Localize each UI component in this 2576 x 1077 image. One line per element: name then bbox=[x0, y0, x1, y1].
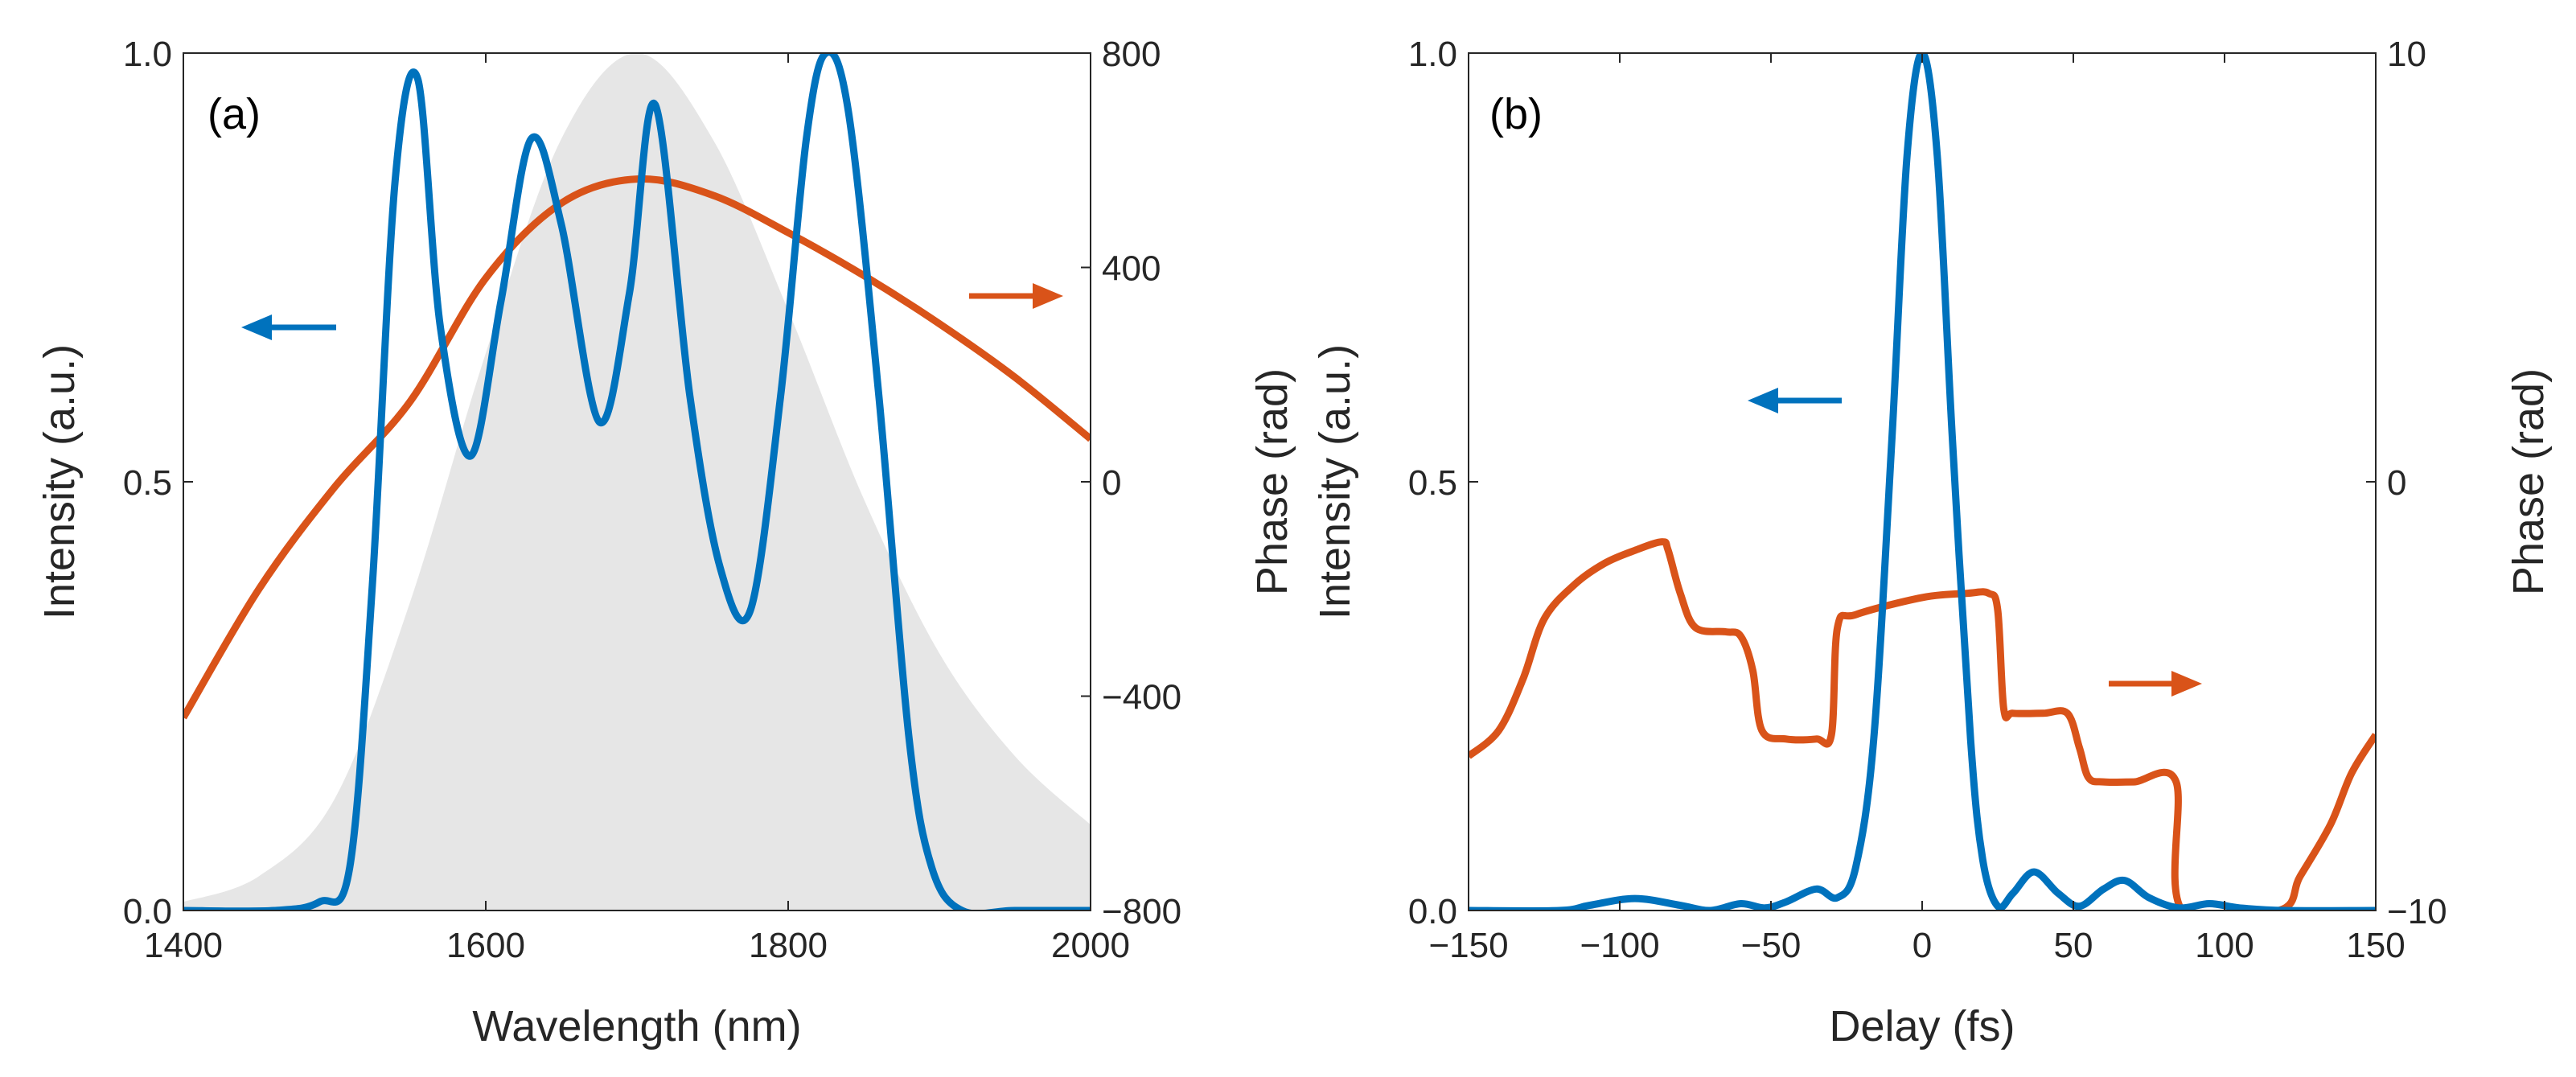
right-arrow-icon bbox=[2109, 671, 2202, 697]
y-right-axis-title-b: Phase (rad) bbox=[2504, 368, 2553, 595]
x-tick-label: 150 bbox=[2346, 926, 2405, 965]
x-axis-ticks-a: 1400 1600 1800 2000 bbox=[144, 53, 1130, 965]
reference-spectrum-area bbox=[183, 53, 1091, 911]
left-arrow-icon bbox=[1748, 388, 1842, 413]
x-tick-label: 1800 bbox=[749, 926, 828, 965]
panel-a: 1400 1600 1800 2000 0.0 0.5 1.0 −800 −400 0 400 8… bbox=[35, 35, 1296, 1050]
y-right-tick-label: 800 bbox=[1102, 35, 1161, 74]
x-tick-label: 1400 bbox=[144, 926, 223, 965]
y-right-tick-label: 0 bbox=[2387, 463, 2406, 503]
x-tick-label: 50 bbox=[2054, 926, 2093, 965]
x-axis-title-a: Wavelength (nm) bbox=[472, 1002, 801, 1050]
y-right-axis-ticks-a: −800 −400 0 400 800 bbox=[1081, 35, 1181, 931]
x-tick-label: 1600 bbox=[446, 926, 525, 965]
plot-frame-b bbox=[1468, 52, 2377, 911]
left-arrow-icon bbox=[241, 314, 336, 340]
y-left-tick-label: 0.0 bbox=[123, 892, 172, 931]
intensity-curve bbox=[183, 53, 1091, 911]
x-tick-label: 2000 bbox=[1051, 926, 1130, 965]
right-arrow-icon bbox=[969, 283, 1063, 309]
intensity-curve bbox=[1469, 53, 2376, 911]
x-axis-title-b: Delay (fs) bbox=[1829, 1002, 2015, 1050]
y-right-tick-label: −400 bbox=[1102, 678, 1181, 717]
y-left-tick-label: 0.0 bbox=[1408, 892, 1457, 931]
phase-curve bbox=[1469, 538, 2376, 911]
x-tick-label: −100 bbox=[1580, 926, 1659, 965]
y-left-tick-label: 1.0 bbox=[123, 35, 172, 74]
y-right-tick-label: 10 bbox=[2387, 35, 2426, 74]
y-left-axis-ticks-b: 0.0 0.5 1.0 bbox=[1408, 35, 1478, 931]
x-tick-label: −150 bbox=[1428, 926, 1508, 965]
y-right-tick-label: −800 bbox=[1102, 892, 1181, 931]
y-left-tick-label: 0.5 bbox=[123, 463, 172, 503]
y-left-tick-label: 0.5 bbox=[1408, 463, 1457, 503]
y-left-tick-label: 1.0 bbox=[1408, 35, 1457, 74]
panel-label-b: (b) bbox=[1489, 90, 1543, 138]
x-tick-label: 100 bbox=[2195, 926, 2253, 965]
y-left-axis-title-b: Intensity (a.u.) bbox=[1311, 344, 1359, 619]
y-right-tick-label: 400 bbox=[1102, 249, 1161, 289]
y-right-tick-label: −10 bbox=[2387, 892, 2447, 931]
y-right-tick-label: 0 bbox=[1102, 463, 1121, 503]
x-tick-label: 0 bbox=[1912, 926, 1932, 965]
phase-curve bbox=[183, 175, 1091, 720]
x-tick-label: −50 bbox=[1741, 926, 1802, 965]
y-right-axis-ticks-b: −10 0 10 bbox=[2366, 35, 2447, 931]
y-left-axis-title-a: Intensity (a.u.) bbox=[35, 344, 84, 619]
y-right-axis-title-a: Phase (rad) bbox=[1248, 368, 1296, 595]
y-left-axis-ticks-a: 0.0 0.5 1.0 bbox=[123, 35, 193, 931]
panel-label-a: (a) bbox=[207, 90, 261, 138]
x-axis-ticks-b: −150 −100 −50 0 50 100 150 bbox=[1428, 53, 2405, 965]
